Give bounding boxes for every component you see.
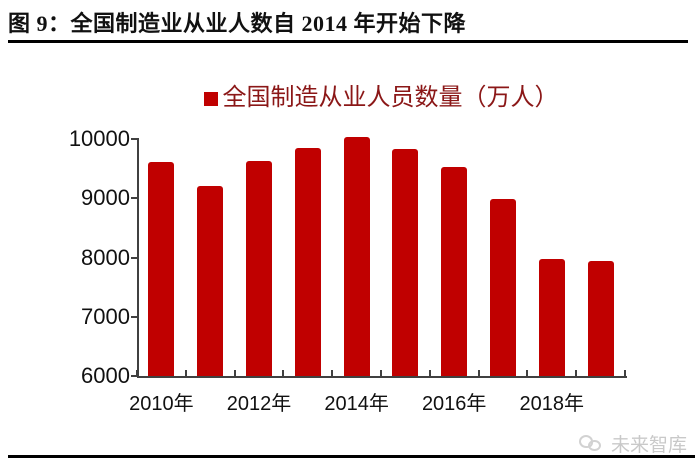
x-axis-tick (624, 370, 626, 376)
y-axis-tick-label: 6000 (81, 363, 130, 388)
bar-2014 (343, 136, 370, 376)
bar-2019 (587, 261, 614, 376)
y-axis-tick (131, 375, 137, 377)
x-axis-tick (233, 370, 236, 376)
bar-2017 (490, 198, 516, 376)
bar-2018 (538, 259, 565, 376)
y-axis-line (137, 138, 139, 377)
x-axis-tick (477, 370, 480, 376)
x-axis-tick-label: 2014年 (324, 393, 389, 415)
bar-2016 (441, 167, 468, 376)
x-axis-tick (575, 370, 578, 376)
x-axis-tick (428, 370, 431, 376)
x-axis-tick-label: 2010年 (129, 393, 194, 415)
y-axis-tick (131, 315, 137, 318)
y-axis-tick (131, 256, 137, 259)
x-axis-tick (380, 370, 382, 376)
y-axis-tick-label: 9000 (81, 185, 130, 211)
x-axis-tick (282, 370, 285, 376)
x-axis-tick (331, 370, 334, 376)
x-axis-tick (184, 370, 187, 376)
bar-2011 (197, 185, 224, 376)
x-axis-tick-label: 2012年 (226, 393, 292, 415)
x-axis-tick-label: 2016年 (421, 393, 487, 415)
bar-2010 (148, 162, 175, 376)
title-divider-line (8, 40, 688, 43)
watermark: 未来智库 (578, 430, 687, 457)
cloud-bubbles-logo-icon (578, 433, 605, 455)
bar-2015 (392, 149, 419, 376)
y-axis-tick (131, 197, 137, 200)
x-axis-tick (526, 370, 529, 376)
x-axis-tick-label: 2018年 (519, 393, 585, 415)
chart-legend: 全国制造从业人员数量（万人） (137, 84, 625, 114)
bar-2013 (294, 147, 321, 376)
bar-2012 (246, 160, 272, 376)
x-axis-tick (136, 370, 138, 376)
watermark-text: 未来智库 (610, 435, 687, 456)
y-axis-tick-label: 7000 (81, 303, 130, 329)
logo-bubble-small (587, 439, 601, 451)
legend-swatch-icon (203, 92, 218, 106)
legend-label: 全国制造从业人员数量（万人） (222, 85, 559, 112)
x-axis-line (137, 376, 627, 378)
y-axis-tick-label: 10000 (68, 126, 130, 151)
y-axis-tick-label: 8000 (81, 244, 130, 270)
y-axis-tick (131, 138, 137, 140)
bottom-divider-line (8, 455, 695, 458)
figure-title: 图 9：全国制造业从业人数自 2014 年开始下降 (8, 11, 467, 36)
